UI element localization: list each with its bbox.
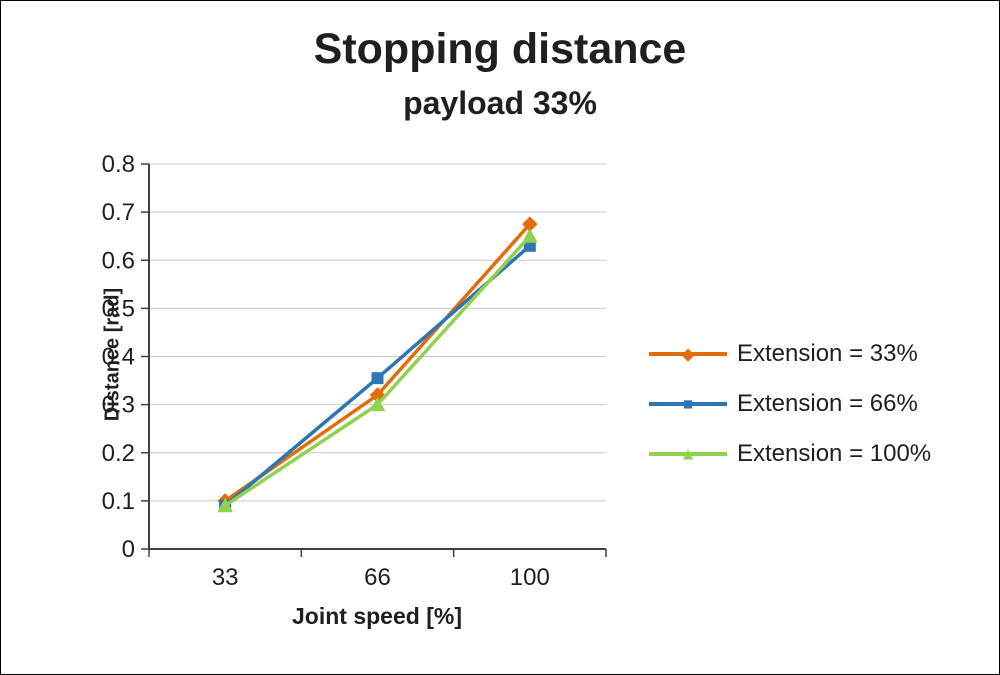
y-tick-label: 0.7 <box>102 199 135 226</box>
y-tick-label: 0.4 <box>102 344 135 371</box>
legend-item: ■ Extension = 66% <box>649 389 931 419</box>
triangle-marker-icon: ▲ <box>679 444 697 464</box>
legend-line <box>649 352 727 356</box>
diamond-marker-icon: ◆ <box>681 344 695 364</box>
legend-line <box>649 452 727 456</box>
y-tick-label: 0 <box>122 536 135 563</box>
legend-swatch: ◆ <box>649 339 727 369</box>
legend-item: ◆ Extension = 33% <box>649 339 931 369</box>
y-axis-title: Distance [rad] <box>101 287 124 422</box>
y-tick-label: 0.8 <box>102 151 135 178</box>
x-tick-label: 100 <box>510 564 550 591</box>
series-line <box>217 216 538 509</box>
triangle-marker-icon <box>521 228 538 243</box>
square-marker-icon: ■ <box>682 394 694 414</box>
legend-label: Extension = 66% <box>737 390 918 417</box>
legend-swatch: ▲ <box>649 439 727 469</box>
legend-label: Extension = 100% <box>737 440 932 467</box>
axes: 0 0.1 0.2 0.3 0.4 0.5 0.6 0.7 0.8 33 66 100 <box>102 151 607 591</box>
y-tick-label: 0.6 <box>102 247 135 274</box>
legend-item: ▲ Extension = 100% <box>649 439 931 469</box>
triangle-marker-icon <box>369 396 386 412</box>
x-axis-title: Joint speed [%] <box>292 603 462 629</box>
legend: ◆ Extension = 33% ■ Extension = 66% ▲ Ex… <box>649 339 931 469</box>
legend-line <box>649 402 727 406</box>
y-tick-label: 0.2 <box>102 440 135 467</box>
x-tick-label: 33 <box>212 564 239 591</box>
y-tick-label: 0.3 <box>102 392 135 419</box>
legend-swatch: ■ <box>649 389 727 419</box>
y-tick-label: 0.5 <box>102 295 135 322</box>
triangle-marker-icon <box>217 497 234 513</box>
chart-subtitle: payload 33% <box>403 85 597 121</box>
x-tick-label: 66 <box>364 564 391 591</box>
legend-label: Extension = 33% <box>737 340 918 367</box>
y-tick-label: 0.1 <box>102 488 135 515</box>
series-line <box>217 228 538 513</box>
square-marker-icon <box>371 372 384 385</box>
gridlines <box>149 163 606 502</box>
chart-title: Stopping distance <box>313 25 687 73</box>
